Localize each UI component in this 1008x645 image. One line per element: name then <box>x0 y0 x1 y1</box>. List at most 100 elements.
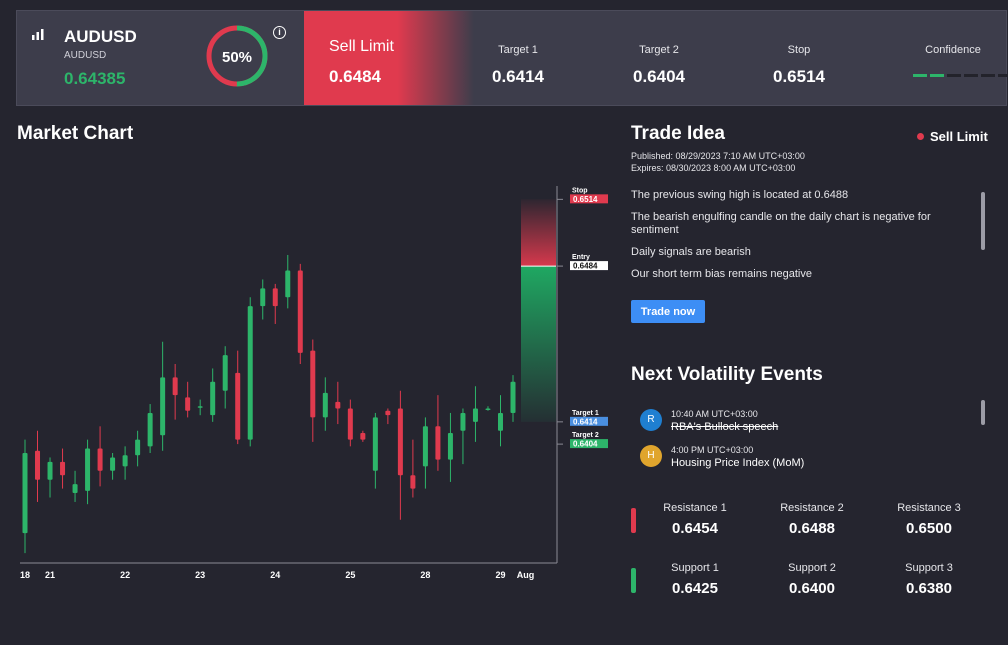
trade-idea-title: Trade Idea <box>631 123 725 144</box>
target2-tag <box>570 439 608 449</box>
gauge-percent: 50% <box>221 49 253 66</box>
entry-tag-label: Entry <box>572 254 590 261</box>
candle <box>335 401 341 409</box>
candle <box>385 410 391 416</box>
candle <box>347 408 353 440</box>
candle <box>172 377 178 396</box>
trade-idea-points: The previous swing high is located at 0.… <box>631 189 961 290</box>
volatility-title: Next Volatility Events <box>631 364 823 385</box>
info-icon[interactable]: i <box>273 26 286 39</box>
chart-title: Market Chart <box>17 123 134 144</box>
trade-idea-point: Daily signals are bearish <box>631 246 751 258</box>
resistance-1-label: Resistance 1 <box>663 502 727 514</box>
stop-value: 0.6514 <box>773 67 825 86</box>
sell-dot-icon <box>917 133 924 140</box>
symbol-price: 0.64385 <box>64 69 126 88</box>
expires-date: Expires: 08/30/2023 8:00 AM UTC+03:00 <box>631 163 796 173</box>
entry-tag-value: 0.6484 <box>573 262 598 271</box>
x-tick-label: 22 <box>120 570 130 580</box>
event-time: 4:00 PM UTC+03:00 <box>671 445 754 455</box>
x-tick-label: 24 <box>270 570 280 580</box>
target1-value: 0.6414 <box>492 67 544 86</box>
candle <box>422 426 428 467</box>
candle <box>260 288 266 307</box>
target1-tag-label: Target 1 <box>572 410 599 417</box>
x-tick-label: 29 <box>495 570 505 580</box>
resistance-indicator <box>631 508 636 533</box>
stop-tag <box>570 194 608 204</box>
support-1: Support 1 0.6425 <box>640 562 750 597</box>
candle <box>322 392 328 418</box>
published-date: Published: 08/29/2023 7:10 AM UTC+03:00 <box>631 151 805 161</box>
confidence-meter <box>913 74 1008 77</box>
candle <box>397 408 403 476</box>
events-scrollbar[interactable] <box>981 400 985 425</box>
event-name: Housing Price Index (MoM) <box>671 457 805 469</box>
symbol-subtitle: AUDUSD <box>64 50 107 61</box>
resistance-3: Resistance 3 0.6500 <box>874 502 984 537</box>
candle <box>472 408 478 422</box>
candle <box>460 412 466 431</box>
candle <box>410 475 416 489</box>
support-3-value: 0.6380 <box>906 580 952 597</box>
candle <box>110 457 116 471</box>
target2-label: Target 2 <box>639 44 679 56</box>
support-2-label: Support 2 <box>788 562 836 574</box>
candle <box>35 450 41 480</box>
candle <box>185 397 191 411</box>
target2-value: 0.6404 <box>633 67 685 86</box>
target-zone <box>521 266 556 422</box>
resistance-2: Resistance 2 0.6488 <box>757 502 867 537</box>
support-1-label: Support 1 <box>671 562 719 574</box>
resistance-2-value: 0.6488 <box>789 520 835 537</box>
x-tick-label: 18 <box>20 570 30 580</box>
trade-idea-point: Our short term bias remains negative <box>631 268 812 280</box>
confidence-segment <box>998 74 1008 77</box>
trade-idea-point: The bearish engulfing candle on the dail… <box>631 211 931 236</box>
stop-tag-label: Stop <box>572 187 588 194</box>
gauge-fill <box>206 25 268 87</box>
confidence-segment <box>964 74 978 77</box>
candle <box>360 432 366 440</box>
stop-zone <box>521 199 556 267</box>
resistance-2-label: Resistance 2 <box>780 502 844 514</box>
support-indicator <box>631 568 636 593</box>
candle <box>60 461 66 476</box>
x-tick-label: 23 <box>195 570 205 580</box>
resistance-3-value: 0.6500 <box>906 520 952 537</box>
entry-tag <box>570 261 608 271</box>
trade-now-button[interactable]: Trade now <box>631 300 705 323</box>
support-3-label: Support 3 <box>905 562 953 574</box>
signal-type: Sell Limit <box>329 38 394 55</box>
confidence-segment <box>947 74 961 77</box>
x-tick-label: 28 <box>420 570 430 580</box>
stop-tag-value: 0.6514 <box>573 195 598 204</box>
resistance-3-label: Resistance 3 <box>897 502 961 514</box>
candle <box>22 453 28 534</box>
confidence-segment <box>913 74 927 77</box>
candle <box>447 432 453 460</box>
confidence-label: Confidence <box>925 44 981 56</box>
candle <box>97 448 103 471</box>
event-avatar: H <box>640 445 662 467</box>
event-time: 10:40 AM UTC+03:00 <box>671 409 758 419</box>
candle <box>147 412 153 447</box>
target2-tag-label: Target 2 <box>572 432 599 439</box>
candle <box>72 484 78 494</box>
target1-tag <box>570 416 608 426</box>
candle <box>510 381 516 413</box>
event-name: RBA's Bullock speech <box>671 421 779 433</box>
trade-idea-scrollbar[interactable] <box>981 192 985 250</box>
resistance-1-value: 0.6454 <box>672 520 718 537</box>
trade-idea-point: The previous swing high is located at 0.… <box>631 189 849 201</box>
candle <box>297 270 303 353</box>
candle <box>122 455 128 467</box>
candle <box>310 350 316 418</box>
signal-panel: Sell Limit 0.6484 <box>304 11 474 105</box>
trade-idea-status: Sell Limit <box>917 129 988 144</box>
x-tick-label: Aug <box>517 570 535 580</box>
x-tick-label: 21 <box>45 570 55 580</box>
candle <box>372 417 378 471</box>
market-chart[interactable]: 18 21 22 23 24 25 28 29 Aug Stop 0.6514 Entry 0.… <box>0 150 620 590</box>
resistance-1: Resistance 1 0.6454 <box>640 502 750 537</box>
